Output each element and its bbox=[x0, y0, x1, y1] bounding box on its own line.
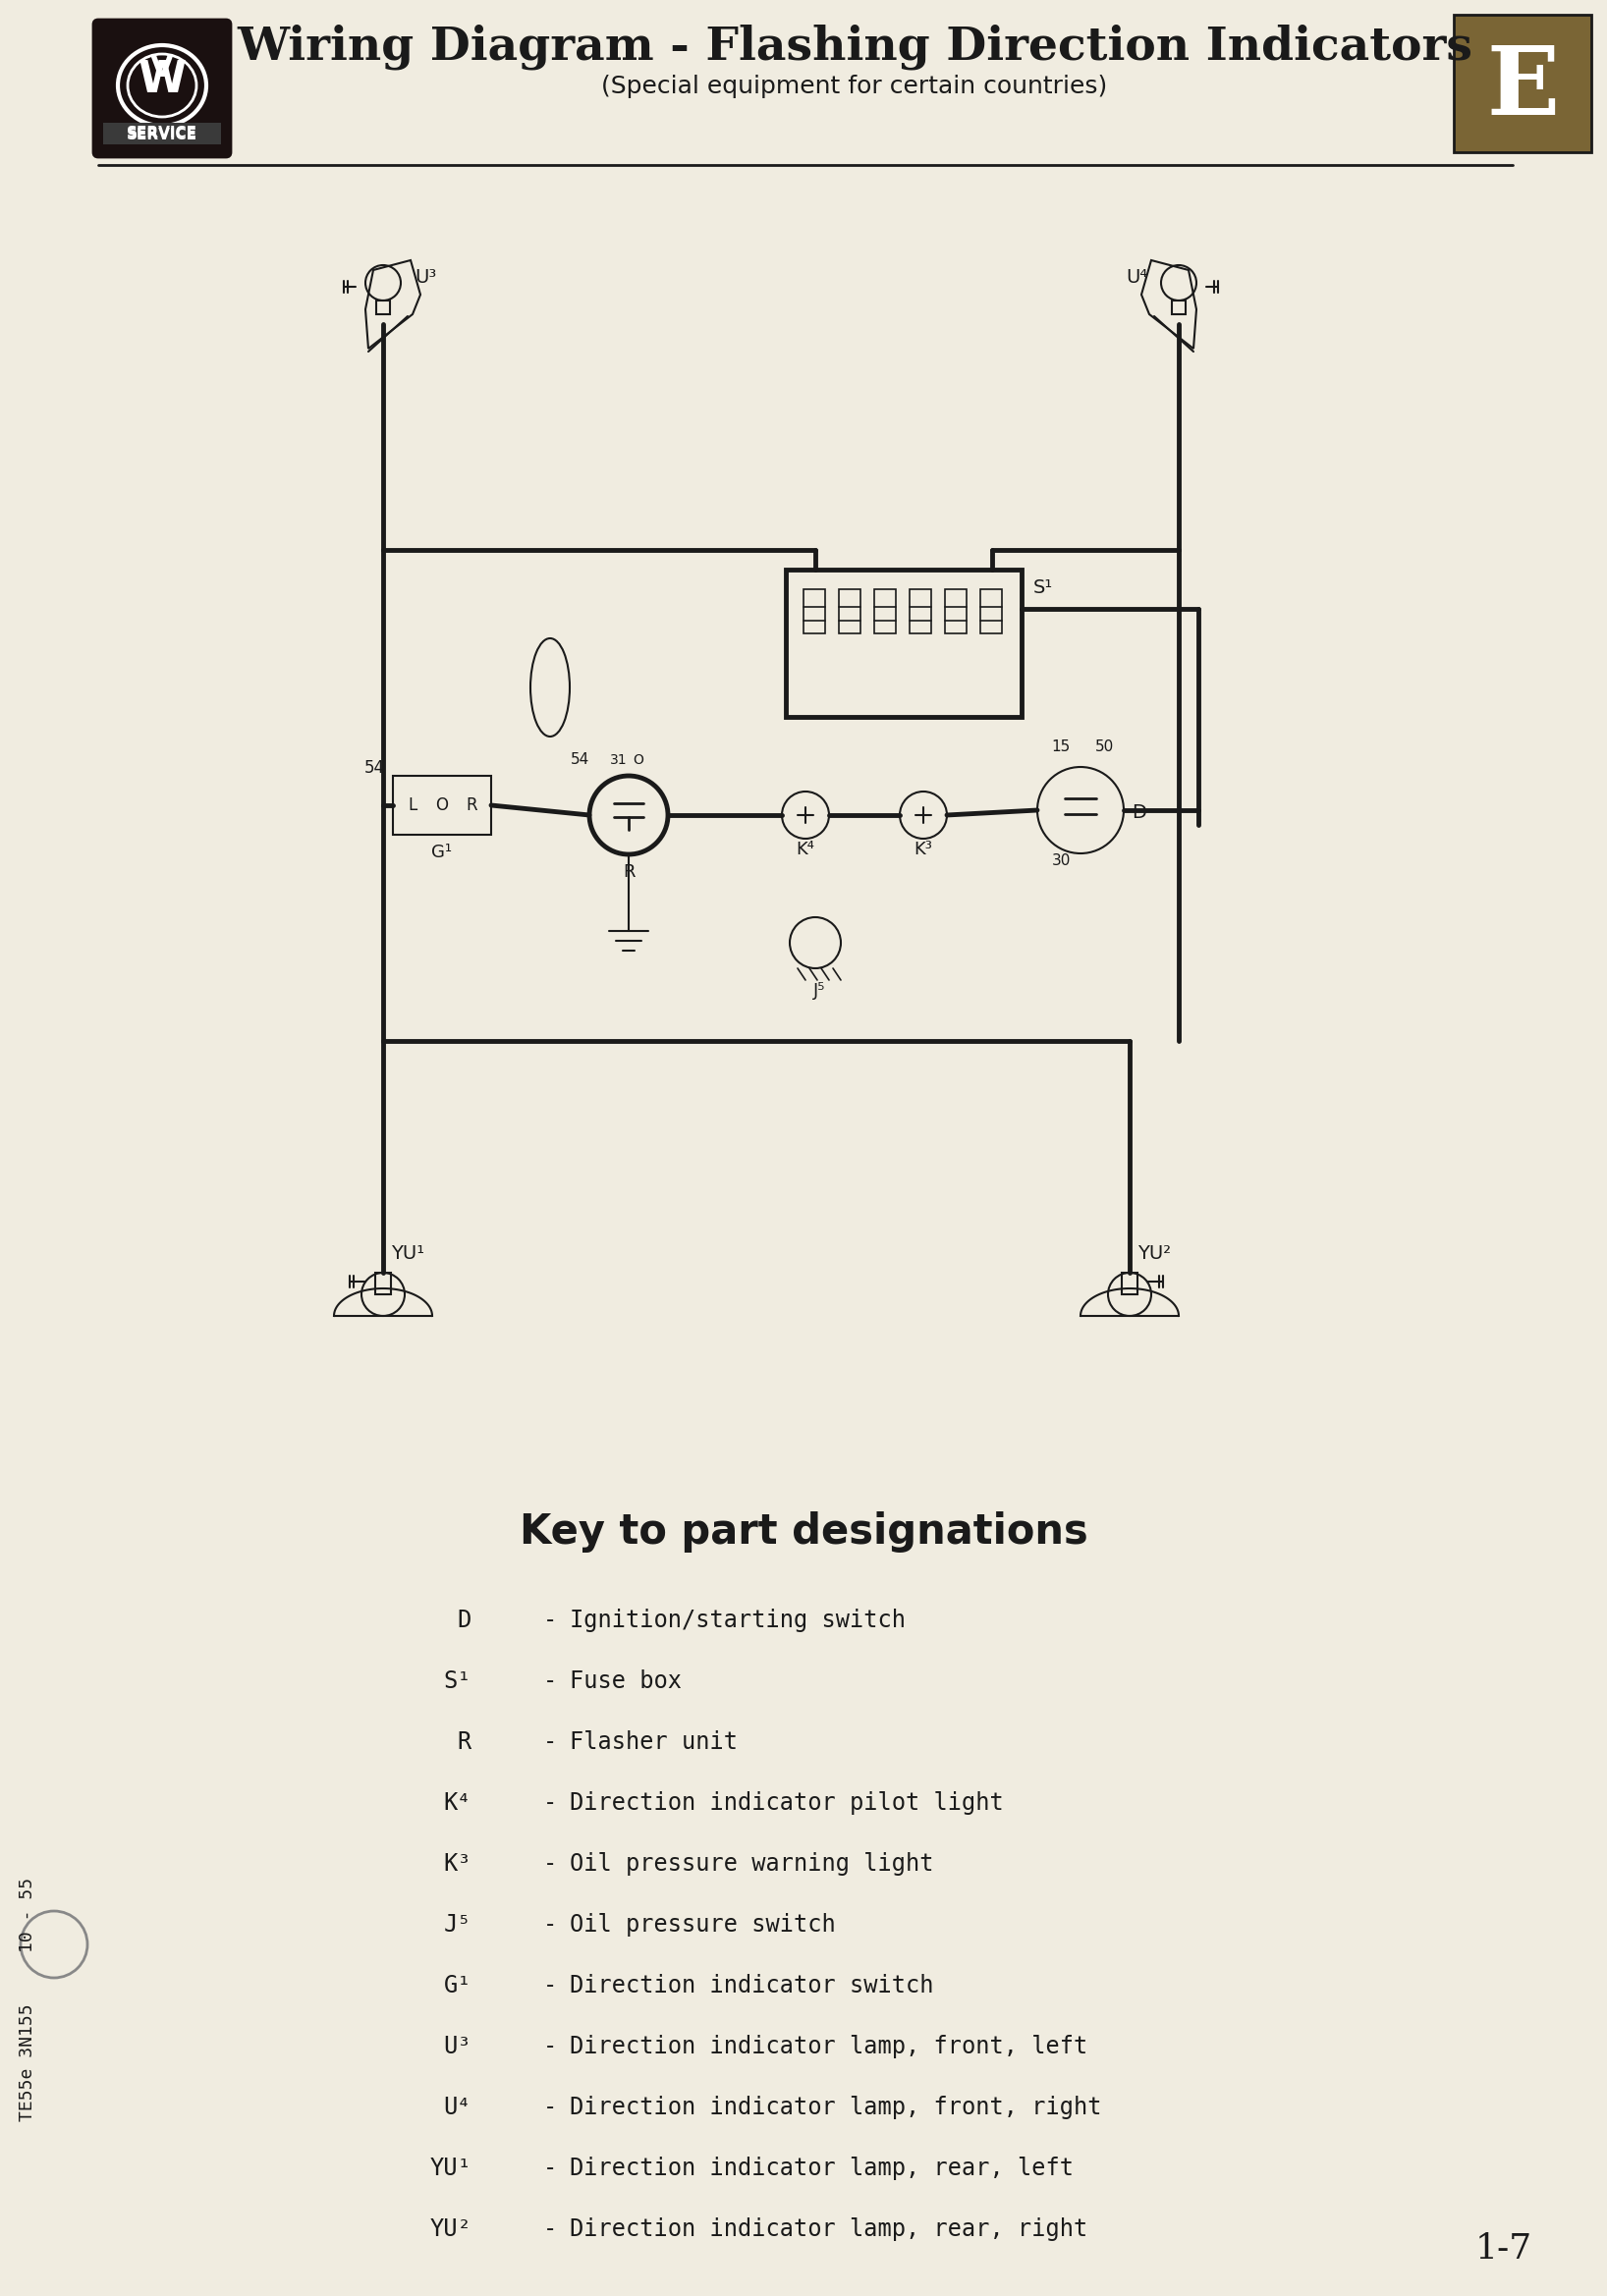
Text: -: - bbox=[543, 2034, 558, 2057]
Text: -: - bbox=[543, 1913, 558, 1936]
Bar bbox=[1454, 14, 1591, 152]
Bar bbox=[392, 776, 492, 836]
Text: -: - bbox=[543, 1975, 558, 1998]
Text: Wiring Diagram - Flashing Direction Indicators: Wiring Diagram - Flashing Direction Indi… bbox=[236, 25, 1472, 69]
Text: 1-7: 1-7 bbox=[1475, 2232, 1533, 2266]
Text: YU²: YU² bbox=[429, 2218, 471, 2241]
Text: Oil pressure switch: Oil pressure switch bbox=[570, 1913, 836, 1936]
Text: K⁴: K⁴ bbox=[444, 1791, 471, 1814]
Text: O: O bbox=[633, 753, 644, 767]
Text: E: E bbox=[1486, 41, 1559, 135]
Bar bbox=[839, 590, 860, 634]
Text: Direction indicator lamp, rear, right: Direction indicator lamp, rear, right bbox=[570, 2218, 1088, 2241]
Text: YU²: YU² bbox=[1138, 1244, 1172, 1263]
Text: V: V bbox=[151, 53, 174, 83]
Text: S¹: S¹ bbox=[1033, 579, 1053, 597]
Text: YU¹: YU¹ bbox=[429, 2156, 471, 2181]
Text: -: - bbox=[543, 2096, 558, 2119]
Text: Fuse box: Fuse box bbox=[570, 1669, 681, 1692]
Text: -: - bbox=[543, 1609, 558, 1632]
Bar bbox=[1172, 301, 1186, 315]
Text: G¹: G¹ bbox=[444, 1975, 471, 1998]
Bar bbox=[910, 590, 930, 634]
Text: G¹: G¹ bbox=[432, 843, 453, 861]
FancyBboxPatch shape bbox=[93, 21, 231, 156]
Text: -: - bbox=[543, 1791, 558, 1814]
Text: SERVICE: SERVICE bbox=[127, 126, 198, 140]
Text: 10 - 55: 10 - 55 bbox=[19, 1878, 37, 1952]
Text: YU¹: YU¹ bbox=[391, 1244, 424, 1263]
Text: -: - bbox=[543, 2218, 558, 2241]
Bar bbox=[945, 590, 966, 634]
Polygon shape bbox=[1141, 259, 1196, 349]
Text: W: W bbox=[138, 60, 186, 101]
Text: 31: 31 bbox=[611, 753, 627, 767]
Bar bbox=[374, 1272, 391, 1295]
Text: 54: 54 bbox=[365, 760, 386, 776]
Bar bbox=[786, 569, 1022, 716]
Text: 50: 50 bbox=[1094, 739, 1114, 753]
Text: SERVICE: SERVICE bbox=[127, 126, 198, 142]
Ellipse shape bbox=[127, 55, 196, 117]
Bar bbox=[376, 301, 391, 315]
Text: 54: 54 bbox=[570, 753, 590, 767]
Bar bbox=[103, 122, 222, 145]
Text: K³: K³ bbox=[914, 840, 932, 859]
Text: Oil pressure warning light: Oil pressure warning light bbox=[570, 1853, 934, 1876]
Text: (Special equipment for certain countries): (Special equipment for certain countries… bbox=[601, 76, 1107, 99]
Text: U⁴: U⁴ bbox=[444, 2096, 471, 2119]
Bar bbox=[980, 590, 1001, 634]
Text: Flasher unit: Flasher unit bbox=[570, 1731, 738, 1754]
Text: 30: 30 bbox=[1051, 854, 1070, 868]
Text: Direction indicator lamp, front, left: Direction indicator lamp, front, left bbox=[570, 2034, 1088, 2057]
Text: D: D bbox=[1131, 804, 1146, 822]
Text: J⁵: J⁵ bbox=[813, 983, 826, 999]
Text: Direction indicator pilot light: Direction indicator pilot light bbox=[570, 1791, 1004, 1814]
Text: TE55e 3N155: TE55e 3N155 bbox=[19, 2004, 37, 2122]
Text: O: O bbox=[435, 797, 448, 815]
Text: D: D bbox=[458, 1609, 471, 1632]
Text: Ignition/starting switch: Ignition/starting switch bbox=[570, 1609, 906, 1632]
Text: U³: U³ bbox=[415, 269, 437, 287]
Text: R: R bbox=[458, 1731, 471, 1754]
Polygon shape bbox=[365, 259, 421, 349]
Text: -: - bbox=[543, 1669, 558, 1692]
Text: R: R bbox=[622, 863, 635, 882]
Text: -: - bbox=[543, 1731, 558, 1754]
Ellipse shape bbox=[117, 46, 206, 126]
Bar bbox=[874, 590, 895, 634]
Text: -: - bbox=[543, 1853, 558, 1876]
Text: S¹: S¹ bbox=[444, 1669, 471, 1692]
Text: U³: U³ bbox=[444, 2034, 471, 2057]
Text: 15: 15 bbox=[1051, 739, 1070, 753]
Text: -: - bbox=[543, 2156, 558, 2181]
Text: Direction indicator switch: Direction indicator switch bbox=[570, 1975, 934, 1998]
Text: K³: K³ bbox=[444, 1853, 471, 1876]
Text: Direction indicator lamp, rear, left: Direction indicator lamp, rear, left bbox=[570, 2156, 1073, 2181]
Bar bbox=[1122, 1272, 1138, 1295]
Text: J⁵: J⁵ bbox=[444, 1913, 471, 1936]
Text: R: R bbox=[466, 797, 477, 815]
Text: Key to part designations: Key to part designations bbox=[519, 1511, 1088, 1552]
Text: L: L bbox=[408, 797, 418, 815]
Bar bbox=[804, 590, 824, 634]
Text: U⁴: U⁴ bbox=[1125, 269, 1147, 287]
Text: K⁴: K⁴ bbox=[795, 840, 815, 859]
Text: Direction indicator lamp, front, right: Direction indicator lamp, front, right bbox=[570, 2096, 1102, 2119]
